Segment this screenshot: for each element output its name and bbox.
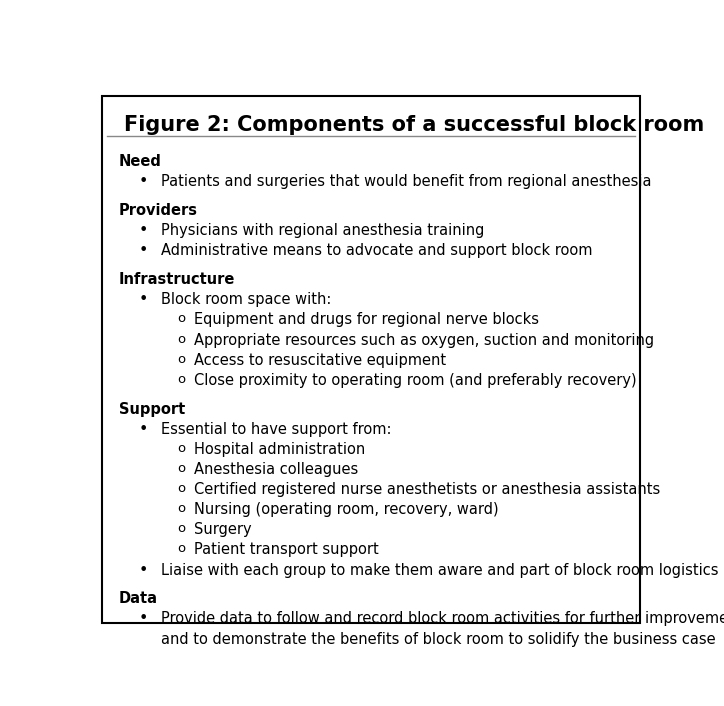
Text: o: o [177, 373, 185, 386]
Text: and to demonstrate the benefits of block room to solidify the business case: and to demonstrate the benefits of block… [161, 632, 715, 647]
Text: •: • [138, 563, 148, 578]
Text: Figure 2: Components of a successful block room: Figure 2: Components of a successful blo… [125, 114, 704, 135]
Text: Need: Need [119, 155, 161, 169]
Text: •: • [138, 292, 148, 307]
Text: Administrative means to advocate and support block room: Administrative means to advocate and sup… [161, 244, 592, 258]
Text: o: o [177, 442, 185, 455]
Text: Equipment and drugs for regional nerve blocks: Equipment and drugs for regional nerve b… [194, 313, 539, 328]
Text: o: o [177, 462, 185, 475]
Text: Anesthesia colleagues: Anesthesia colleagues [194, 462, 358, 477]
Text: Appropriate resources such as oxygen, suction and monitoring: Appropriate resources such as oxygen, su… [194, 333, 654, 347]
Text: Certified registered nurse anesthetists or anesthesia assistants: Certified registered nurse anesthetists … [194, 482, 660, 497]
Text: Provide data to follow and record block room activities for further improvement : Provide data to follow and record block … [161, 611, 724, 626]
Text: •: • [138, 611, 148, 626]
FancyBboxPatch shape [101, 95, 641, 623]
Text: o: o [177, 313, 185, 325]
Text: Access to resuscitative equipment: Access to resuscitative equipment [194, 353, 447, 368]
Text: o: o [177, 353, 185, 366]
Text: Physicians with regional anesthesia training: Physicians with regional anesthesia trai… [161, 223, 484, 239]
Text: o: o [177, 542, 185, 556]
Text: •: • [138, 244, 148, 258]
Text: Data: Data [119, 592, 158, 606]
Text: •: • [138, 174, 148, 189]
Text: Surgery: Surgery [194, 522, 252, 537]
Text: o: o [177, 482, 185, 495]
Text: Hospital administration: Hospital administration [194, 442, 366, 457]
Text: Support: Support [119, 402, 185, 417]
Text: o: o [177, 502, 185, 515]
Text: •: • [138, 223, 148, 239]
Text: Liaise with each group to make them aware and part of block room logistics: Liaise with each group to make them awar… [161, 563, 718, 578]
Text: o: o [177, 522, 185, 535]
Text: Essential to have support from:: Essential to have support from: [161, 421, 391, 437]
Text: Patients and surgeries that would benefit from regional anesthesia: Patients and surgeries that would benefi… [161, 174, 651, 189]
Text: Close proximity to operating room (and preferably recovery): Close proximity to operating room (and p… [194, 373, 637, 388]
Text: •: • [138, 421, 148, 437]
Text: Providers: Providers [119, 203, 198, 218]
Text: Nursing (operating room, recovery, ward): Nursing (operating room, recovery, ward) [194, 502, 499, 517]
Text: Patient transport support: Patient transport support [194, 542, 379, 558]
Text: o: o [177, 333, 185, 346]
Text: Block room space with:: Block room space with: [161, 292, 331, 307]
Text: Infrastructure: Infrastructure [119, 273, 235, 287]
